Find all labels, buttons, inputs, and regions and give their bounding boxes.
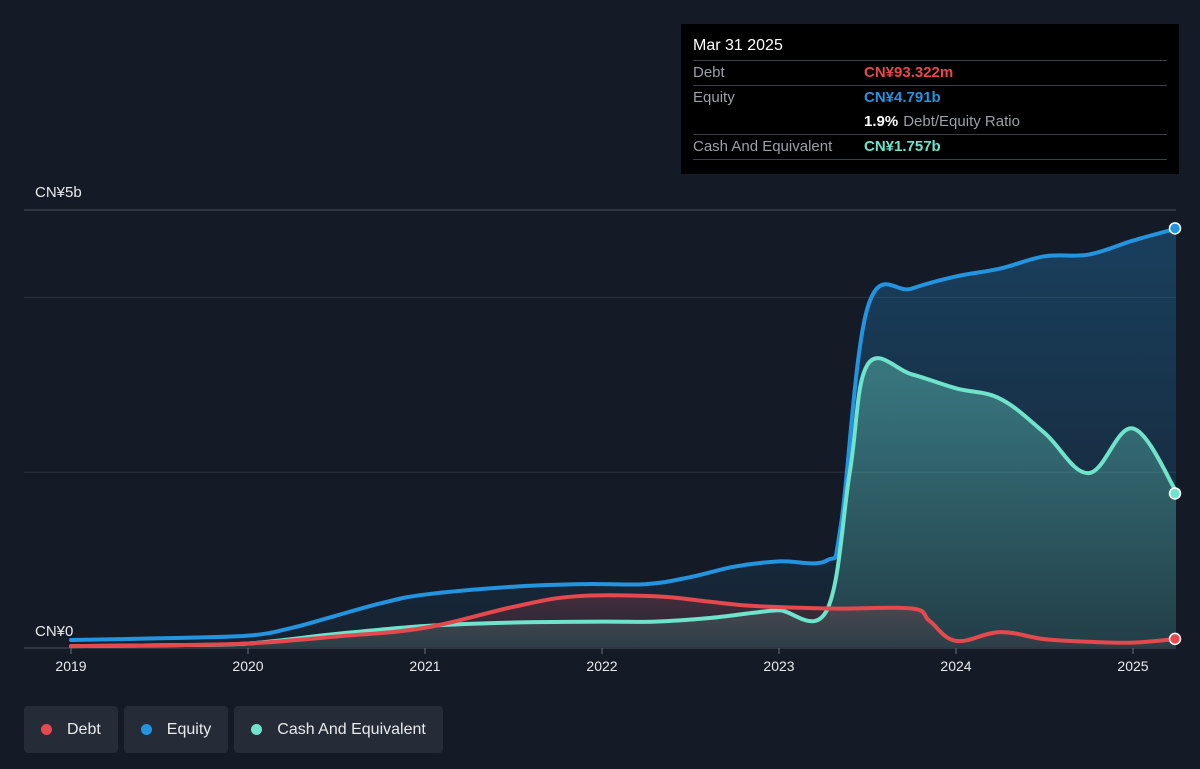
legend-label-debt: Debt xyxy=(67,720,101,738)
tooltip-panel: Mar 31 2025 Debt CN¥93.322m Equity CN¥4.… xyxy=(681,24,1179,174)
line-cash xyxy=(69,356,1180,649)
endpoint-debt xyxy=(1168,632,1182,646)
x-tick-label: 2022 xyxy=(586,658,617,674)
x-tick-label: 2019 xyxy=(55,658,86,674)
x-axis: 2019 2020 2021 2022 2023 2024 2025 xyxy=(55,648,1149,674)
tooltip-cash-value: CN¥1.757b xyxy=(864,138,941,155)
tooltip-ratio-value: 1.9% xyxy=(864,113,899,130)
legend-dot-cash-icon xyxy=(251,724,263,735)
legend-item-equity[interactable]: Equity xyxy=(123,706,229,753)
x-tick-label: 2024 xyxy=(940,658,971,674)
legend-dot-equity-icon xyxy=(140,724,152,735)
legend-label-cash: Cash And Equivalent xyxy=(277,720,426,738)
tooltip-row-ratio: 1.9% Debt/Equity Ratio xyxy=(693,110,1167,134)
x-tick-label: 2025 xyxy=(1117,658,1148,674)
tooltip-row-equity: Equity CN¥4.791b xyxy=(693,85,1167,110)
tooltip-row-cash: Cash And Equivalent CN¥1.757b xyxy=(693,134,1167,160)
tooltip-debt-label: Debt xyxy=(693,64,725,81)
legend-item-debt[interactable]: Debt xyxy=(24,706,118,753)
y-axis: CN¥5b CN¥0 xyxy=(35,184,82,640)
x-tick-label: 2021 xyxy=(409,658,440,674)
series-lines xyxy=(69,226,1180,649)
legend-dot-debt-icon xyxy=(41,724,52,735)
endpoint-cash xyxy=(1168,487,1182,500)
legend-label-equity: Equity xyxy=(166,720,212,738)
tooltip-ratio-label: Debt/Equity Ratio xyxy=(903,113,1020,130)
legend-item-cash[interactable]: Cash And Equivalent xyxy=(234,706,443,753)
y-tick-label: CN¥5b xyxy=(35,184,82,201)
line-debt xyxy=(69,593,1180,649)
tooltip-equity-value: CN¥4.791b xyxy=(864,89,941,106)
legend: Debt Equity Cash And Equivalent xyxy=(24,706,443,753)
tooltip-date: Mar 31 2025 xyxy=(693,37,783,54)
area-cash xyxy=(71,358,1178,647)
tooltip-cash-label: Cash And Equivalent xyxy=(693,138,833,155)
x-tick-label: 2020 xyxy=(232,658,263,674)
tooltip-equity-label: Equity xyxy=(693,89,735,106)
tooltip-row-debt: Debt CN¥93.322m xyxy=(693,60,1167,85)
line-equity xyxy=(69,226,1180,643)
endpoint-equity xyxy=(1168,222,1182,235)
series-endpoints xyxy=(1168,222,1182,646)
x-tick-label: 2023 xyxy=(763,658,794,674)
y-tick-label: CN¥0 xyxy=(35,623,73,640)
tooltip-debt-value: CN¥93.322m xyxy=(864,64,954,81)
